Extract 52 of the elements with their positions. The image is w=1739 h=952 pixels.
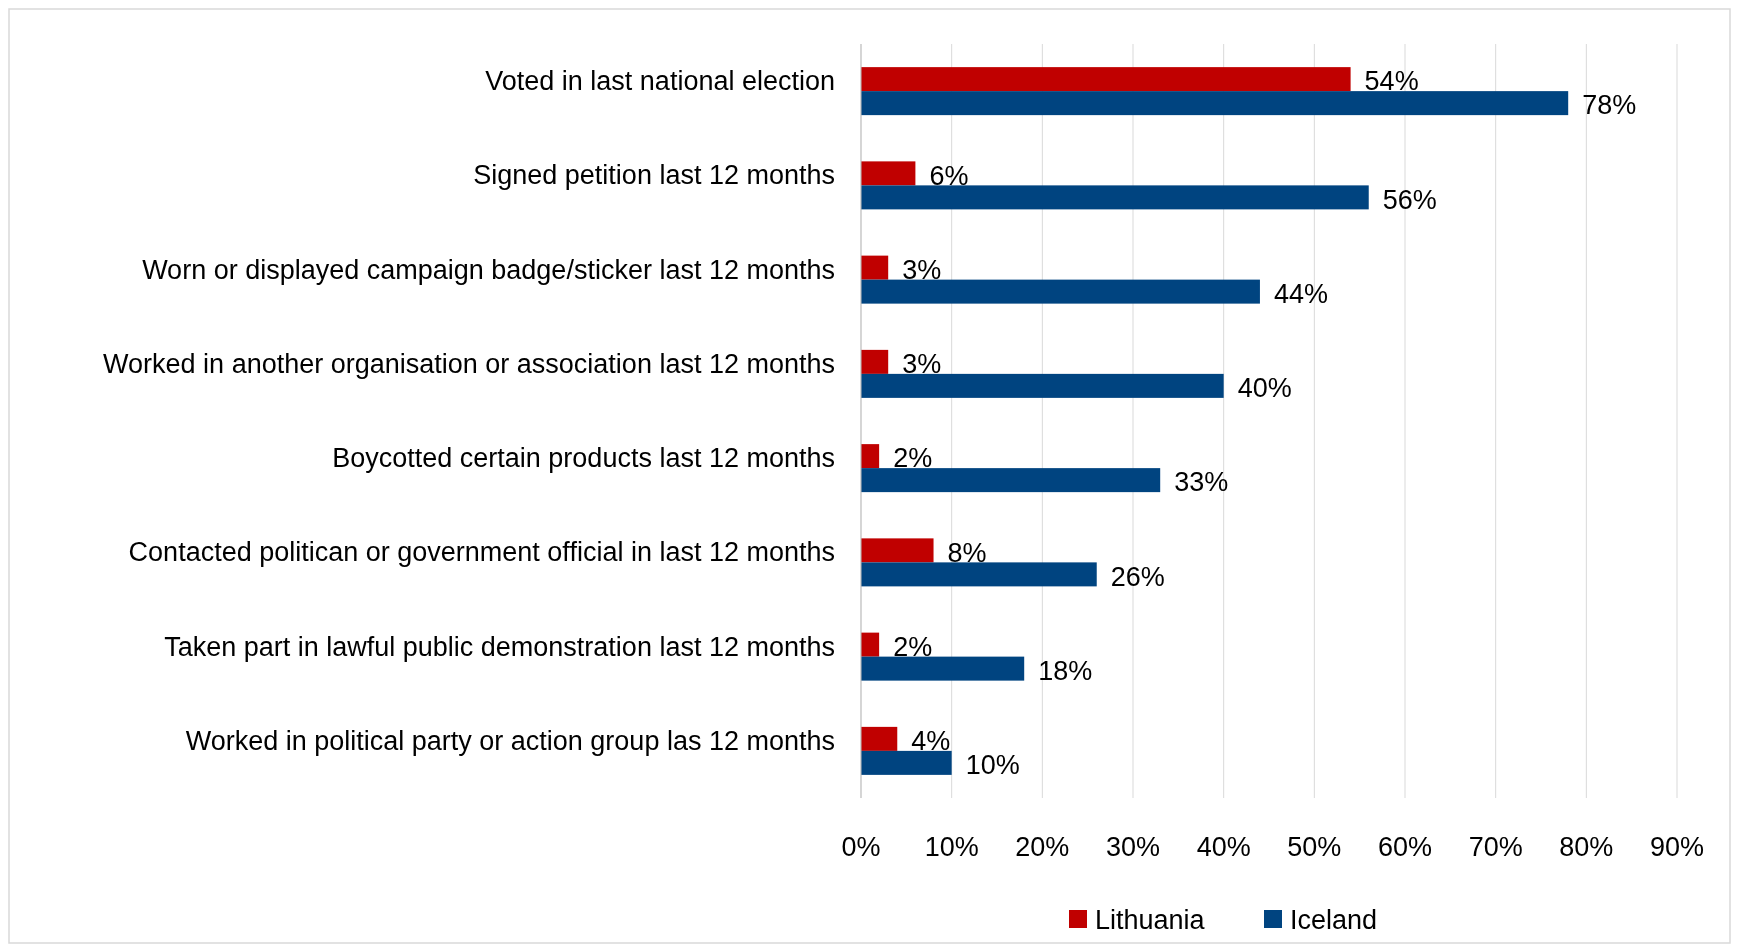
- y-tick-label: Contacted politican or government official in last 12 months: [128, 537, 835, 568]
- bar: [861, 373, 1224, 398]
- data-label: 56%: [1382, 184, 1437, 215]
- x-tick-label: 20%: [1015, 832, 1070, 862]
- x-tick-label: 90%: [1649, 832, 1705, 862]
- data-label: 6%: [929, 160, 969, 191]
- data-label: 78%: [1582, 90, 1637, 121]
- data-label: 26%: [1110, 561, 1165, 592]
- x-tick-label: 30%: [1105, 832, 1161, 862]
- bar: [861, 538, 934, 563]
- x-tick-label: 60%: [1377, 832, 1433, 862]
- data-label: 4%: [911, 726, 951, 756]
- y-tick-label: Voted in last national election: [485, 66, 835, 97]
- y-tick-label: Worked in political party or action group las 12 months: [185, 725, 835, 756]
- y-tick-label: Worn or displayed campaign badge/sticker last 12 months: [142, 254, 835, 285]
- legend-label: Lithuania: [1095, 905, 1206, 935]
- bar: [861, 161, 916, 186]
- data-label: 2%: [893, 631, 933, 662]
- bar: [861, 91, 1569, 116]
- bar: [861, 632, 880, 657]
- bar: [861, 726, 898, 751]
- x-tick-label: 70%: [1468, 832, 1523, 862]
- data-label: 18%: [1038, 655, 1093, 686]
- data-label: 54%: [1364, 66, 1419, 97]
- bar: [861, 349, 889, 374]
- data-label: 40%: [1237, 373, 1292, 403]
- bar: [861, 185, 1369, 210]
- bar: [861, 444, 880, 469]
- data-label: 2%: [893, 443, 933, 474]
- bar: [861, 255, 889, 280]
- bar: [861, 279, 1260, 304]
- y-tick-label: Taken part in lawful public demonstration last 12 months: [164, 631, 835, 662]
- legend-label: Iceland: [1290, 905, 1378, 935]
- data-label: 33%: [1174, 467, 1229, 498]
- data-label: 3%: [902, 349, 942, 379]
- bar: [861, 656, 1025, 681]
- bar: [861, 67, 1351, 92]
- bar: [861, 468, 1161, 493]
- data-label: 8%: [947, 537, 987, 568]
- data-label: 10%: [965, 750, 1020, 780]
- data-label: 44%: [1273, 278, 1328, 309]
- bar: [861, 562, 1097, 587]
- bar: [861, 750, 952, 775]
- x-tick-label: 50%: [1287, 832, 1342, 862]
- x-tick-label: 10%: [924, 832, 979, 862]
- y-tick-label: Boycotted certain products last 12 months: [332, 443, 835, 474]
- data-label: 3%: [902, 254, 942, 285]
- y-tick-label: Worked in another organisation or association last 12 months: [103, 348, 835, 379]
- x-tick-label: 0%: [841, 832, 881, 862]
- x-tick-label: 80%: [1559, 832, 1614, 862]
- y-tick-label: Signed petition last 12 months: [473, 160, 835, 191]
- x-tick-label: 40%: [1196, 832, 1251, 862]
